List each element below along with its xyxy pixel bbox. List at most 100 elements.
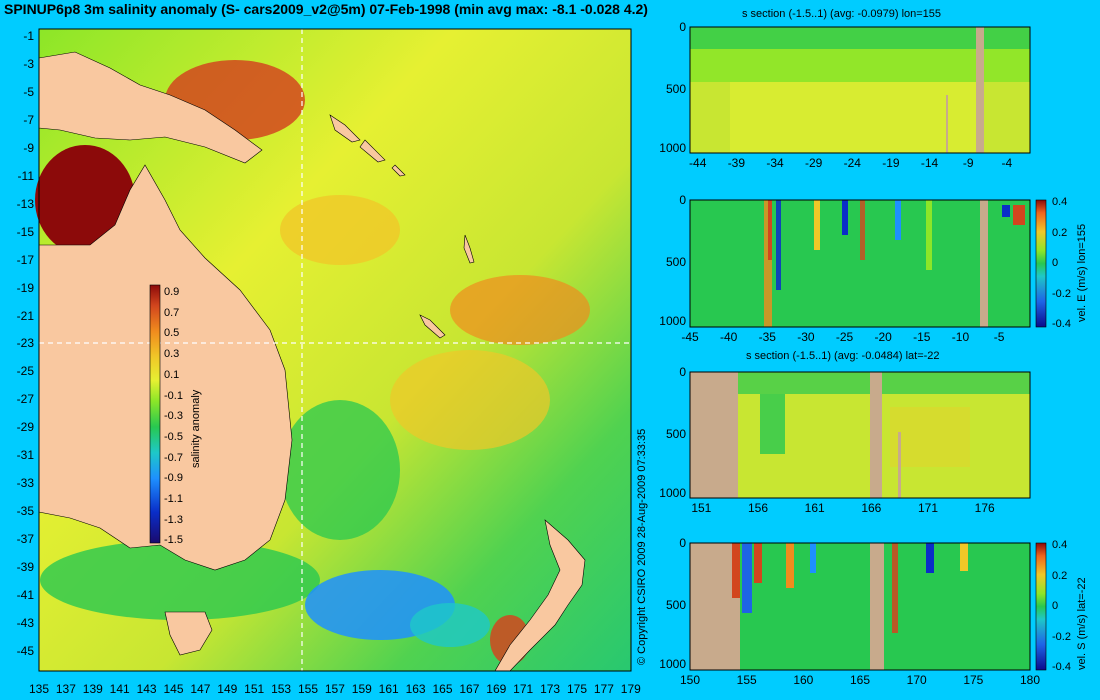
s-section-lon-title: s section (-1.5..1) (avg: -0.0979) lon=1… bbox=[742, 8, 942, 20]
section-colorbar-tick-label: -0.2 bbox=[1052, 287, 1071, 300]
map-x-tick-label: 175 bbox=[566, 682, 588, 696]
map-y-tick-label: -43 bbox=[16, 615, 34, 630]
map-colorbar-tick-label: -1.3 bbox=[164, 513, 183, 526]
map-y-tick-label: -37 bbox=[16, 532, 34, 547]
map-x-tick-label: 161 bbox=[378, 682, 399, 696]
map-y-tick-label: -35 bbox=[16, 504, 34, 519]
map-x-tick-label: 179 bbox=[620, 682, 641, 696]
map-y-tick-label: -33 bbox=[16, 476, 34, 491]
map-y-tick-label: -19 bbox=[16, 280, 34, 295]
map-y-tick-label: -39 bbox=[16, 560, 34, 575]
section-colorbar-tick-label: -0.4 bbox=[1052, 661, 1071, 673]
section-x-tick-label: -20 bbox=[874, 330, 892, 344]
section-colorbar-tick-label: -0.2 bbox=[1052, 630, 1071, 643]
map-colorbar-tick-label: -0.5 bbox=[164, 430, 183, 443]
section-colorbar-tick-label: 0.2 bbox=[1052, 226, 1068, 239]
map-y-tick-label: -7 bbox=[23, 112, 34, 127]
map-x-tick-label: 141 bbox=[109, 682, 130, 696]
map-colorbar-tick-label: 0.1 bbox=[164, 368, 180, 381]
anomaly-high-gulf bbox=[35, 145, 135, 255]
section-x-tick-label: -44 bbox=[689, 156, 707, 170]
section-colorbar-tick-label: -0.4 bbox=[1052, 318, 1071, 330]
land-australia bbox=[38, 164, 293, 571]
land-new-guinea bbox=[38, 51, 263, 164]
section-colorbar-tick-label: 0.4 bbox=[1052, 196, 1068, 208]
map-colorbar-tick-label: -1.1 bbox=[164, 493, 183, 505]
map-y-tick-label: -15 bbox=[16, 224, 34, 239]
vel-e-colorbar bbox=[1035, 199, 1047, 328]
section-y-tick-label: 1000 bbox=[659, 486, 686, 500]
section-x-tick-label: -40 bbox=[719, 330, 738, 344]
map-colorbar-tick-label: -0.3 bbox=[164, 410, 183, 423]
map-x-tick-label: 173 bbox=[540, 682, 561, 696]
anomaly-low-2 bbox=[410, 603, 490, 647]
vel-e-colorbar-label: vel. E (m/s) lon=155 bbox=[1076, 223, 1088, 322]
section-x-tick-label: -4 bbox=[1001, 156, 1013, 170]
map-x-tick-label: 157 bbox=[324, 682, 345, 696]
copyright-notice: © Copyright CSIRO 2009 28-Aug-2009 07:33… bbox=[636, 428, 648, 665]
section-y-tick-label: 500 bbox=[665, 427, 686, 441]
section-x-tick-label: -10 bbox=[951, 330, 970, 344]
section-colorbar-tick-label: 0.4 bbox=[1052, 539, 1068, 551]
map-x-tick-label: 135 bbox=[28, 682, 50, 696]
section-y-tick-label: 0 bbox=[679, 193, 686, 207]
section-colorbar-tick-label: 0 bbox=[1052, 600, 1059, 612]
section-x-tick-label: -30 bbox=[797, 330, 815, 344]
land-new-caledonia bbox=[419, 314, 446, 339]
map-colorbar-tick-label: -1.5 bbox=[164, 534, 183, 547]
map-y-tick-label: -1 bbox=[23, 29, 34, 43]
map-x-tick-label: 153 bbox=[271, 682, 292, 696]
s-section-lat-title: s section (-1.5..1) (avg: -0.0484) lat=-… bbox=[746, 350, 940, 362]
map-x-tick-label: 177 bbox=[593, 682, 614, 696]
map-colorbar-tick-label: 0.5 bbox=[164, 327, 180, 340]
s-section-lat-plot bbox=[689, 371, 1031, 499]
anomaly-orange-2 bbox=[450, 275, 590, 345]
map-colorbar-tick-label: -0.9 bbox=[164, 472, 183, 485]
s-section-lon-plot bbox=[689, 26, 1031, 154]
map-y-tick-label: -13 bbox=[16, 196, 34, 211]
section-y-tick-label: 0 bbox=[679, 536, 686, 550]
map-y-tick-label: -25 bbox=[16, 364, 34, 379]
land-tasmania bbox=[164, 611, 213, 656]
map-y-tick-label: -45 bbox=[16, 643, 34, 658]
map-x-tick-label: 169 bbox=[486, 682, 507, 696]
section-x-tick-label: -9 bbox=[962, 156, 974, 170]
section-y-tick-label: 0 bbox=[679, 365, 686, 379]
section-y-tick-label: 500 bbox=[665, 82, 686, 96]
map-colorbar bbox=[149, 284, 161, 544]
section-x-tick-label: -35 bbox=[758, 330, 776, 344]
section-y-tick-label: 1000 bbox=[659, 314, 686, 328]
anomaly-orange-1 bbox=[280, 195, 400, 265]
section-x-tick-label: 161 bbox=[804, 501, 825, 515]
map-x-tick-label: 165 bbox=[432, 682, 453, 696]
land-solomon-islands bbox=[329, 114, 406, 177]
anomaly-green-2 bbox=[40, 540, 320, 620]
map-x-tick-label: 151 bbox=[244, 682, 265, 696]
section-x-tick-label: 176 bbox=[974, 501, 995, 515]
vel-e-section-plot bbox=[689, 199, 1047, 328]
section-x-tick-label: 175 bbox=[963, 673, 984, 687]
map-y-tick-label: -5 bbox=[23, 84, 34, 99]
map-y-tick-label: -41 bbox=[16, 588, 34, 602]
map-x-tick-label: 171 bbox=[513, 682, 534, 696]
map-x-tick-label: 167 bbox=[459, 682, 480, 696]
section-y-tick-label: 0 bbox=[679, 20, 686, 34]
map-y-tick-label: -27 bbox=[16, 392, 34, 407]
vel-s-colorbar-label: vel. S (m/s) lat=-22 bbox=[1076, 577, 1088, 670]
map-y-tick-label: -29 bbox=[16, 420, 34, 435]
section-x-tick-label: -25 bbox=[835, 330, 854, 344]
map-x-tick-label: 163 bbox=[405, 682, 426, 696]
land-vanuatu bbox=[463, 234, 475, 264]
map-colorbar-tick-label: -0.1 bbox=[164, 389, 183, 402]
map-y-tick-label: -11 bbox=[17, 168, 34, 183]
section-x-tick-label: -19 bbox=[882, 156, 900, 170]
section-x-tick-label: 156 bbox=[747, 501, 769, 515]
vel-s-section-plot bbox=[689, 542, 1047, 671]
section-x-tick-label: -14 bbox=[920, 156, 939, 170]
section-x-tick-label: 160 bbox=[793, 673, 814, 687]
section-x-tick-label: -5 bbox=[993, 330, 1005, 344]
section-y-tick-label: 1000 bbox=[659, 657, 686, 671]
map-colorbar-tick-label: -0.7 bbox=[164, 451, 183, 464]
map-y-tick-label: -31 bbox=[16, 448, 34, 463]
section-x-tick-label: 166 bbox=[861, 501, 882, 515]
